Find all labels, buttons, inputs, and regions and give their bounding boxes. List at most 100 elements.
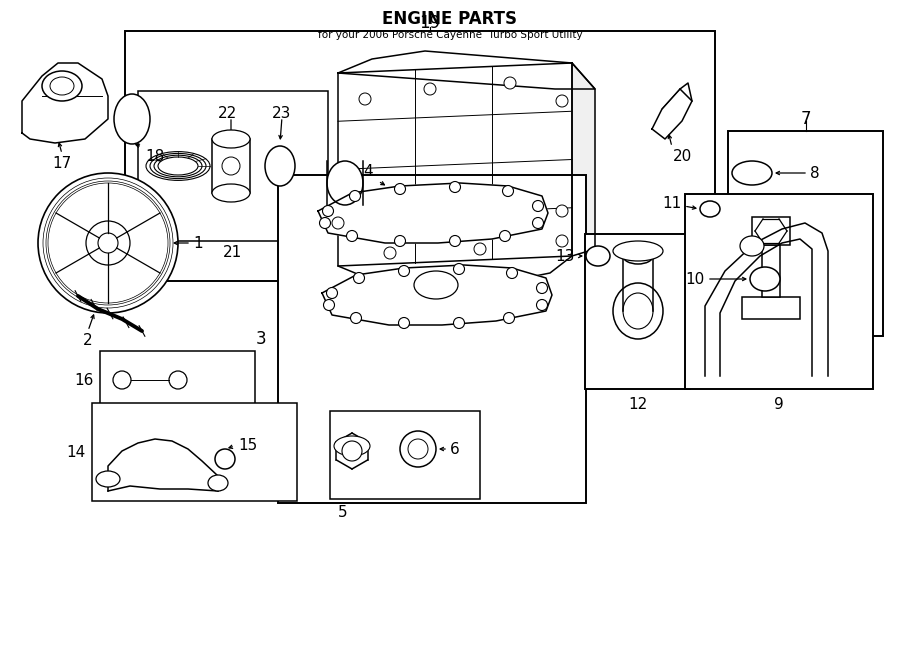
Ellipse shape: [533, 217, 544, 229]
Ellipse shape: [42, 71, 82, 101]
Bar: [212, 139, 250, 193]
Ellipse shape: [322, 206, 334, 217]
Ellipse shape: [394, 184, 406, 194]
Polygon shape: [318, 183, 548, 243]
Text: 5: 5: [338, 505, 347, 520]
Text: 20: 20: [672, 149, 691, 164]
Bar: [752, 217, 790, 245]
Ellipse shape: [556, 205, 568, 217]
Ellipse shape: [169, 371, 187, 389]
Polygon shape: [652, 89, 692, 139]
Text: 16: 16: [75, 373, 94, 387]
Bar: [742, 297, 800, 319]
Ellipse shape: [323, 299, 335, 311]
Bar: [330, 411, 480, 499]
Ellipse shape: [623, 248, 653, 264]
Polygon shape: [705, 223, 828, 376]
Ellipse shape: [556, 95, 568, 107]
Text: 10: 10: [686, 272, 705, 286]
Text: 6: 6: [450, 442, 460, 457]
Ellipse shape: [359, 93, 371, 105]
Text: 17: 17: [52, 156, 72, 171]
Text: 19: 19: [419, 14, 441, 32]
Polygon shape: [572, 63, 595, 256]
Text: 11: 11: [662, 196, 682, 210]
Ellipse shape: [222, 157, 240, 175]
Ellipse shape: [399, 266, 410, 276]
Text: 2: 2: [83, 333, 93, 348]
Ellipse shape: [700, 201, 720, 217]
Ellipse shape: [399, 317, 410, 329]
Ellipse shape: [503, 313, 515, 323]
Text: 12: 12: [628, 397, 647, 412]
Ellipse shape: [346, 231, 357, 241]
Ellipse shape: [208, 475, 228, 491]
Text: 8: 8: [810, 165, 820, 180]
Ellipse shape: [394, 235, 406, 247]
Text: 15: 15: [238, 438, 257, 453]
Ellipse shape: [500, 231, 510, 241]
Ellipse shape: [320, 217, 330, 229]
Ellipse shape: [474, 243, 486, 255]
Ellipse shape: [454, 264, 464, 274]
Bar: [585, 234, 690, 389]
Ellipse shape: [327, 288, 338, 299]
Ellipse shape: [212, 130, 250, 148]
Ellipse shape: [215, 449, 235, 469]
Ellipse shape: [408, 439, 428, 459]
Ellipse shape: [449, 235, 461, 247]
Ellipse shape: [502, 186, 514, 196]
Text: ENGINE PARTS: ENGINE PARTS: [382, 10, 518, 28]
Text: for your 2006 Porsche Cayenne  Turbo Sport Utility: for your 2006 Porsche Cayenne Turbo Spor…: [318, 30, 582, 40]
Ellipse shape: [50, 77, 74, 95]
Polygon shape: [338, 63, 572, 266]
Text: 21: 21: [223, 245, 243, 260]
Polygon shape: [322, 265, 552, 325]
Text: 13: 13: [555, 249, 575, 264]
Ellipse shape: [449, 182, 461, 192]
Ellipse shape: [414, 271, 458, 299]
Ellipse shape: [48, 183, 168, 303]
Ellipse shape: [98, 233, 118, 253]
Ellipse shape: [265, 146, 295, 186]
Text: 1: 1: [193, 235, 202, 251]
Bar: [278, 175, 586, 503]
Ellipse shape: [43, 178, 173, 308]
Text: 4: 4: [364, 164, 373, 179]
Text: 14: 14: [67, 444, 86, 459]
Ellipse shape: [586, 246, 610, 266]
Ellipse shape: [38, 173, 178, 313]
Ellipse shape: [454, 317, 464, 329]
Ellipse shape: [114, 94, 150, 144]
Text: 18: 18: [146, 149, 165, 164]
Ellipse shape: [536, 282, 547, 293]
Ellipse shape: [212, 184, 250, 202]
Text: 3: 3: [256, 330, 266, 348]
Ellipse shape: [507, 268, 517, 278]
Polygon shape: [22, 63, 108, 143]
Polygon shape: [338, 51, 595, 89]
Ellipse shape: [342, 441, 362, 461]
Text: 22: 22: [219, 106, 238, 120]
Bar: [125, 31, 715, 281]
Bar: [762, 245, 780, 297]
Ellipse shape: [113, 371, 131, 389]
Text: 23: 23: [273, 106, 292, 120]
Ellipse shape: [424, 83, 436, 95]
Ellipse shape: [613, 241, 663, 261]
Ellipse shape: [332, 175, 344, 187]
Ellipse shape: [533, 200, 544, 212]
Bar: [685, 194, 873, 389]
Ellipse shape: [504, 77, 516, 89]
Ellipse shape: [750, 267, 780, 291]
Ellipse shape: [400, 431, 436, 467]
Ellipse shape: [384, 247, 396, 259]
Ellipse shape: [623, 293, 653, 329]
Ellipse shape: [334, 436, 370, 456]
Text: 7: 7: [800, 110, 811, 128]
Bar: [728, 131, 883, 336]
Ellipse shape: [556, 235, 568, 247]
Ellipse shape: [740, 236, 764, 256]
Ellipse shape: [536, 299, 547, 311]
Ellipse shape: [327, 161, 363, 205]
